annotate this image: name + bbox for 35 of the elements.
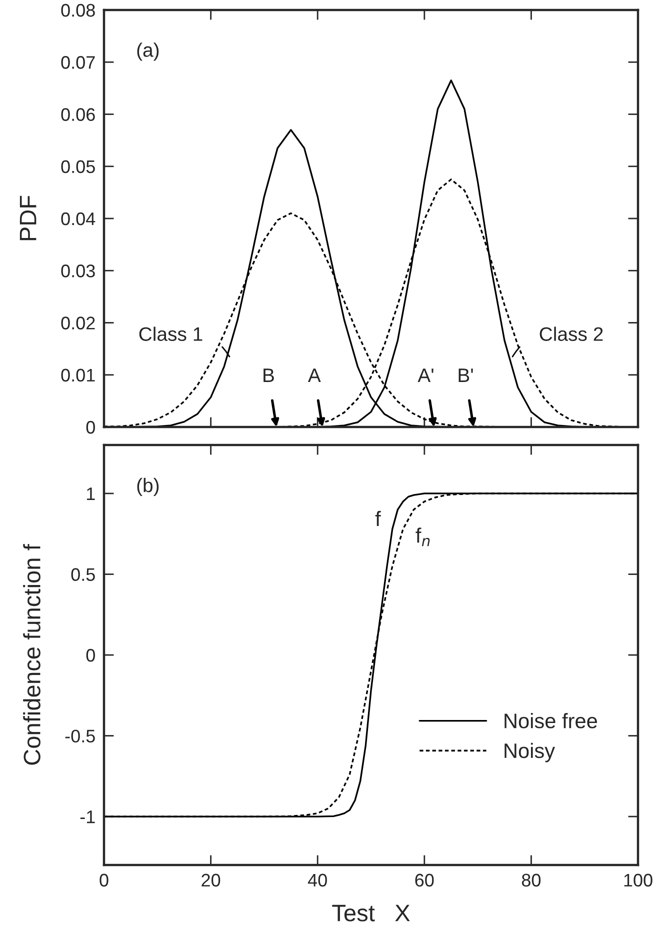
annotation: f$_{n}$ <box>416 528 430 546</box>
x-axis-title: Test X <box>332 904 410 922</box>
y-tick-label: 0.04 <box>61 212 96 226</box>
legend-label: Noisy <box>504 742 555 762</box>
y-tick-label: 0.07 <box>61 56 95 69</box>
annotation: Class 2 <box>540 326 603 341</box>
x-tick-label: 0 <box>100 874 108 887</box>
legend-label: Noise free <box>504 712 597 728</box>
y-tick-label: 0 <box>86 648 95 662</box>
y-tick-label: 0.05 <box>61 160 95 174</box>
x-tick-label: 40 <box>308 874 327 887</box>
y-tick-label: -0.5 <box>65 730 95 742</box>
annotation: A' <box>418 368 434 382</box>
y-tick-label: 0.08 <box>61 4 95 17</box>
annotation: f <box>375 510 381 526</box>
annotation: (b) <box>137 478 159 496</box>
y-tick-label: 0.06 <box>61 108 95 121</box>
y-axis-title: Confidence function f <box>23 544 40 765</box>
annotation: Class 1 <box>139 326 202 341</box>
y-tick-label: 0.01 <box>61 368 95 382</box>
x-tick-label: 80 <box>522 874 541 887</box>
annotation: (a) <box>137 42 159 61</box>
annotation: B' <box>458 368 473 382</box>
annotation: A <box>308 368 321 382</box>
y-tick-label: 1 <box>87 488 95 500</box>
y-tick-label: 0.03 <box>61 264 95 278</box>
x-tick-label: 60 <box>415 874 434 887</box>
x-tick-label: 20 <box>202 874 220 887</box>
x-tick-label: 100 <box>624 874 652 887</box>
y-tick-label: 0 <box>86 420 95 434</box>
y-axis-title: PDF <box>20 196 36 240</box>
y-tick-label: -1 <box>80 810 95 824</box>
y-tick-label: 0.02 <box>61 316 95 330</box>
annotation: B <box>264 368 274 382</box>
y-tick-label: 0.5 <box>71 568 95 581</box>
